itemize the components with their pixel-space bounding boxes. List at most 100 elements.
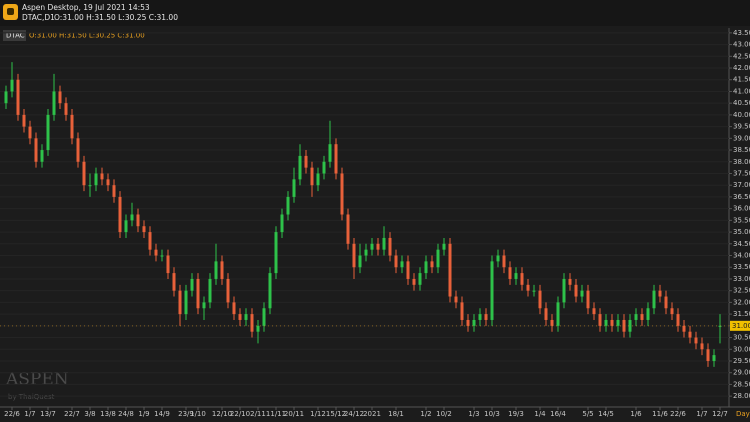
x-tick-label: 22/7 (64, 410, 80, 418)
candle-body (412, 278, 416, 285)
candle-body (268, 273, 272, 309)
candle-body (430, 261, 434, 268)
x-tick-label: 11/11 (266, 410, 286, 418)
ohlc: O:31.00 H:31.50 L:30.25 C:31.00 (54, 13, 178, 22)
candle-body (712, 355, 716, 361)
x-tick-label: 16/4 (550, 410, 566, 418)
symbol: DTAC,D1 (22, 13, 55, 22)
y-tick-label: 34.50 (733, 240, 750, 248)
candle-body (376, 243, 380, 250)
candle-body (88, 185, 92, 187)
candle-body (592, 308, 596, 315)
candle-body (364, 249, 368, 256)
current-price-box (730, 320, 750, 331)
y-tick-label: 39.00 (733, 134, 750, 142)
x-tick-label: 1/7 (24, 410, 35, 418)
x-tick-label: 10/2 (436, 410, 452, 418)
candle-body (448, 243, 452, 297)
candle-body (394, 255, 398, 268)
candle-body (370, 243, 374, 250)
x-tick-label: 22/6 (670, 410, 686, 418)
candle-body (490, 261, 494, 320)
app-title: Aspen Desktop, 19 Jul 2021 14:53 (22, 3, 150, 12)
candle-body (184, 290, 188, 315)
x-tick-label: 22/10 (230, 410, 250, 418)
y-tick-label: 43.50 (733, 29, 750, 37)
candle-body (220, 261, 224, 279)
x-tick-label: 3/8 (84, 410, 95, 418)
x-tick-label: 19/3 (508, 410, 524, 418)
candle-body (202, 302, 206, 309)
y-tick-label: 38.50 (733, 146, 750, 154)
chart-symbol: DTAC (6, 32, 25, 40)
y-tick-label: 41.50 (733, 76, 750, 84)
candle-body (94, 173, 98, 186)
candle-body (22, 114, 26, 127)
candle-body (316, 173, 320, 186)
candle-body (154, 249, 158, 256)
candle-body (496, 255, 500, 262)
candle-body (526, 284, 530, 291)
candle-body (346, 214, 350, 244)
app-icon-inner (7, 8, 14, 15)
candle-body (514, 273, 518, 279)
y-tick-label: 40.50 (733, 99, 750, 107)
y-tick-label: 36.00 (733, 205, 750, 213)
candle-body (4, 91, 8, 104)
candle-body (208, 278, 212, 303)
y-tick-label: 43.00 (733, 41, 750, 49)
y-tick-label: 30.00 (733, 345, 750, 353)
candle-body (232, 302, 236, 315)
candle-body (694, 337, 698, 344)
y-tick-label: 34.00 (733, 252, 750, 260)
y-tick-label: 37.50 (733, 169, 750, 177)
candle-body (34, 138, 38, 162)
candle-body (562, 278, 566, 303)
candle-body (280, 214, 284, 233)
chart-ohlc: O:31.00 H:31.50 L:30.25 C:31.00 (29, 32, 145, 40)
y-tick-label: 37.00 (733, 181, 750, 189)
y-tick-label: 39.50 (733, 123, 750, 131)
x-tick-label: 15/12 (326, 410, 346, 418)
candle-body (670, 308, 674, 315)
x-tick-label: 2021 (363, 410, 381, 418)
candle-body (472, 319, 476, 326)
y-tick-label: 30.50 (733, 334, 750, 342)
timeframe-label: Day (736, 410, 750, 418)
candle-body (382, 237, 386, 250)
y-tick-label: 35.50 (733, 216, 750, 224)
title-bar (0, 0, 750, 26)
candle-body (166, 255, 170, 274)
candle-body (310, 167, 314, 186)
candle-body (256, 325, 260, 332)
candle-body (466, 319, 470, 326)
x-tick-label: 12/10 (212, 410, 232, 418)
candle-body (52, 91, 56, 115)
candle-body (358, 255, 362, 268)
candle-body (580, 290, 584, 297)
candle-body (544, 308, 548, 320)
candle-body (328, 144, 332, 162)
candle-body (658, 290, 662, 297)
candle-body (124, 220, 128, 233)
x-tick-label: 12/7 (712, 410, 728, 418)
candle-body (130, 214, 134, 221)
y-tick-label: 32.50 (733, 287, 750, 295)
candle-body (598, 314, 602, 326)
x-tick-label: 11/6 (652, 410, 668, 418)
candle-body (304, 155, 308, 168)
candle-body (274, 232, 278, 274)
watermark-by: by ThaiQuest (8, 393, 55, 401)
candle-body (334, 144, 338, 174)
candle-body (64, 103, 68, 115)
candle-body (178, 290, 182, 315)
candle-body (58, 91, 62, 104)
candle-body (604, 319, 608, 326)
candle-body (238, 314, 242, 320)
candle-body (628, 319, 632, 332)
candle-body (418, 273, 422, 285)
y-tick-label: 32.00 (733, 298, 750, 306)
candle-body (292, 179, 296, 197)
candle-body (682, 325, 686, 332)
